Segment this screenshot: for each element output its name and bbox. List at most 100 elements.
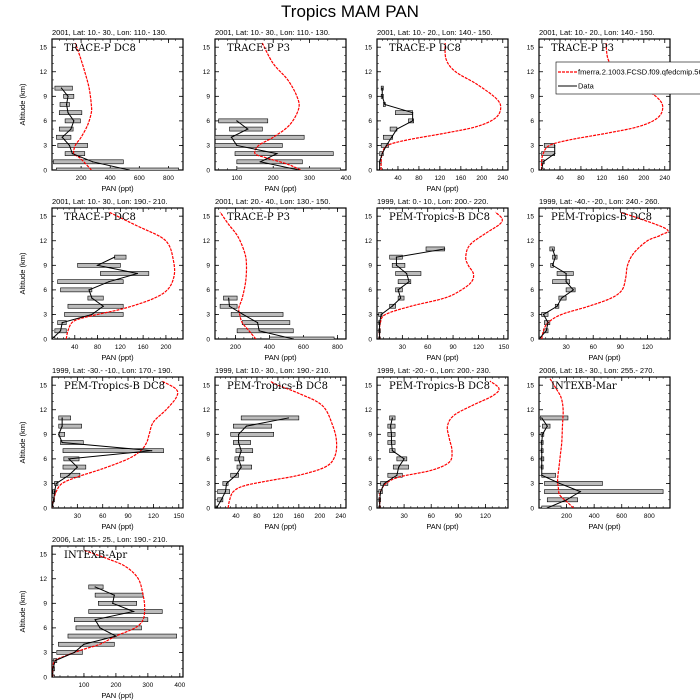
data-point	[390, 441, 393, 444]
data-point	[565, 499, 568, 501]
data-point	[112, 602, 114, 604]
data-point	[551, 248, 554, 250]
y-tick-label: 9	[206, 432, 210, 439]
plot-area	[52, 549, 177, 677]
plot-area	[53, 42, 179, 170]
panel-11: 1999, Lat: -20.- 0., Lon: 200.- 230. 0 3 6 9…	[365, 366, 509, 531]
data-point	[225, 482, 228, 485]
panel-title: 2001, Lat: 10.- 20., Lon: 140.- 150.	[539, 28, 655, 37]
plot-area	[52, 380, 179, 508]
y-axis-label: Altitude (km)	[18, 590, 27, 633]
x-tick-label: 80	[94, 344, 102, 351]
data-point	[559, 482, 561, 485]
plot-area	[378, 380, 500, 508]
x-tick-label: 120	[148, 513, 159, 520]
data-point	[53, 491, 56, 493]
y-tick-label: 9	[206, 94, 210, 101]
x-tick-label: 40	[71, 344, 79, 351]
y-tick-label: 15	[527, 213, 535, 220]
model-line	[72, 42, 93, 170]
y-tick-label: 9	[368, 263, 372, 270]
data-point	[53, 499, 55, 501]
range-bar	[58, 126, 74, 132]
panel-9: 1999, Lat: -30.- -10., Lon: 170.- 190. 0 3…	[18, 366, 185, 531]
data-point	[228, 297, 230, 299]
plot-area	[540, 378, 664, 508]
data-point	[541, 450, 543, 452]
panel-13: 2006, Lat: 15.- 25., Lon: 190.- 210. 0 3 6 9…	[18, 535, 186, 700]
x-axis-label: PAN (ppt)	[101, 353, 134, 362]
data-line	[541, 145, 556, 170]
y-tick-label: 6	[43, 118, 47, 125]
y-tick-label: 12	[40, 238, 48, 245]
y-tick-label: 0	[368, 336, 372, 343]
y-tick-label: 15	[527, 44, 535, 51]
x-tick-label: 90	[449, 344, 457, 351]
y-tick-label: 6	[368, 118, 372, 125]
data-point	[381, 87, 383, 89]
range-bar	[58, 110, 83, 115]
x-tick-label: 120	[480, 513, 491, 520]
range-bar	[52, 674, 55, 677]
x-tick-label: 300	[304, 175, 315, 182]
data-point	[68, 144, 71, 147]
data-point	[378, 322, 381, 324]
range-bar	[60, 440, 84, 445]
range-bar	[392, 464, 409, 470]
data-point	[52, 668, 54, 670]
y-tick-label: 3	[206, 481, 210, 488]
data-point	[151, 450, 153, 452]
x-tick-label: 40	[232, 513, 240, 520]
plot-frame	[376, 376, 509, 509]
data-point	[384, 103, 386, 106]
data-point	[379, 507, 381, 508]
data-point	[547, 322, 549, 324]
panel-3: 2001, Lat: 10.- 20., Lon: 140.- 150. 0 3 6 9…	[365, 28, 509, 193]
y-tick-label: 15	[203, 382, 211, 389]
x-axis-label: PAN (ppt)	[101, 522, 134, 531]
range-bar	[67, 303, 124, 309]
panel-title: 2006, Lat: 18.- 30., Lon: 255.- 270.	[539, 366, 655, 375]
plot-area	[378, 211, 503, 339]
x-tick-label: 60	[590, 344, 598, 351]
x-tick-label: 400	[589, 513, 600, 520]
range-bar	[233, 440, 251, 445]
range-bar	[217, 489, 230, 494]
data-line	[539, 248, 575, 339]
y-tick-label: 15	[365, 44, 373, 51]
y-tick-label: 3	[206, 143, 210, 150]
data-line	[52, 417, 152, 508]
plot-area	[52, 211, 176, 339]
y-axis-label: Altitude (km)	[18, 83, 27, 126]
range-bar	[62, 464, 87, 470]
y-tick-label: 9	[43, 263, 47, 270]
y-tick-label: 0	[206, 505, 210, 512]
range-bar	[544, 481, 603, 486]
y-axis-label: Altitude (km)	[18, 252, 27, 295]
data-point	[444, 248, 446, 250]
y-tick-label: 9	[530, 263, 534, 270]
legend-box	[555, 61, 700, 95]
data-point	[412, 112, 414, 114]
y-tick-label: 3	[368, 143, 372, 150]
y-tick-label: 0	[530, 167, 534, 174]
y-tick-label: 3	[43, 143, 47, 150]
data-point	[565, 272, 567, 275]
plot-frame	[376, 38, 509, 171]
data-line	[52, 586, 136, 677]
campaign-label: PEM-Tropics-B DC8	[551, 212, 652, 223]
data-point	[389, 425, 392, 427]
data-point	[215, 507, 218, 508]
data-point	[245, 425, 248, 427]
data-point	[73, 651, 75, 654]
range-bar	[236, 328, 294, 334]
x-tick-label: 240	[497, 175, 508, 182]
data-point	[230, 136, 232, 138]
x-tick-label: 160	[455, 175, 466, 182]
data-point	[65, 103, 68, 106]
y-tick-label: 6	[206, 456, 210, 463]
y-tick-label: 12	[527, 407, 535, 414]
x-tick-label: 120	[272, 513, 283, 520]
data-point	[247, 128, 249, 130]
data-point	[378, 330, 381, 332]
